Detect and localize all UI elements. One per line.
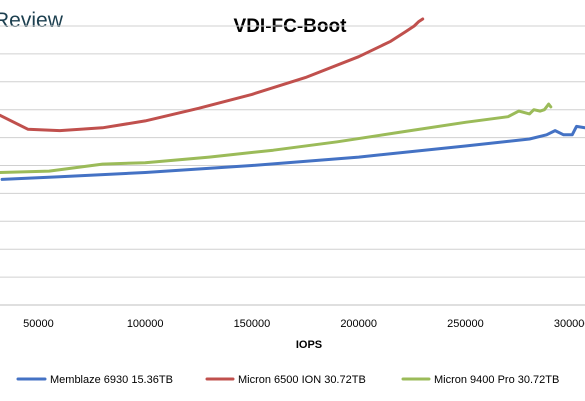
legend-label-3: Micron 9400 Pro 30.72TB xyxy=(434,374,559,386)
x-tick-labels: 50000 100000 150000 200000 250000 300000 xyxy=(23,318,585,330)
x-tick-label: 300000 xyxy=(554,318,585,330)
plot-area xyxy=(0,17,585,181)
x-tick-label: 200000 xyxy=(340,318,377,330)
x-tick-label: 150000 xyxy=(234,318,271,330)
series-line-3 xyxy=(0,102,553,174)
gridlines xyxy=(0,25,585,278)
series-line-1 xyxy=(0,124,585,181)
watermark-text: Review xyxy=(0,9,64,32)
x-tick-label: 250000 xyxy=(447,318,484,330)
legend-label-1: Memblaze 6930 15.36TB xyxy=(50,374,173,386)
legend-label-2: Micron 6500 ION 30.72TB xyxy=(238,374,366,386)
series-line-2 xyxy=(0,17,425,133)
legend: Memblaze 6930 15.36TB Micron 6500 ION 30.… xyxy=(16,374,559,386)
x-tick-label: 100000 xyxy=(127,318,164,330)
x-tick-label: 50000 xyxy=(23,318,54,330)
x-axis-label: IOPS xyxy=(296,339,322,351)
